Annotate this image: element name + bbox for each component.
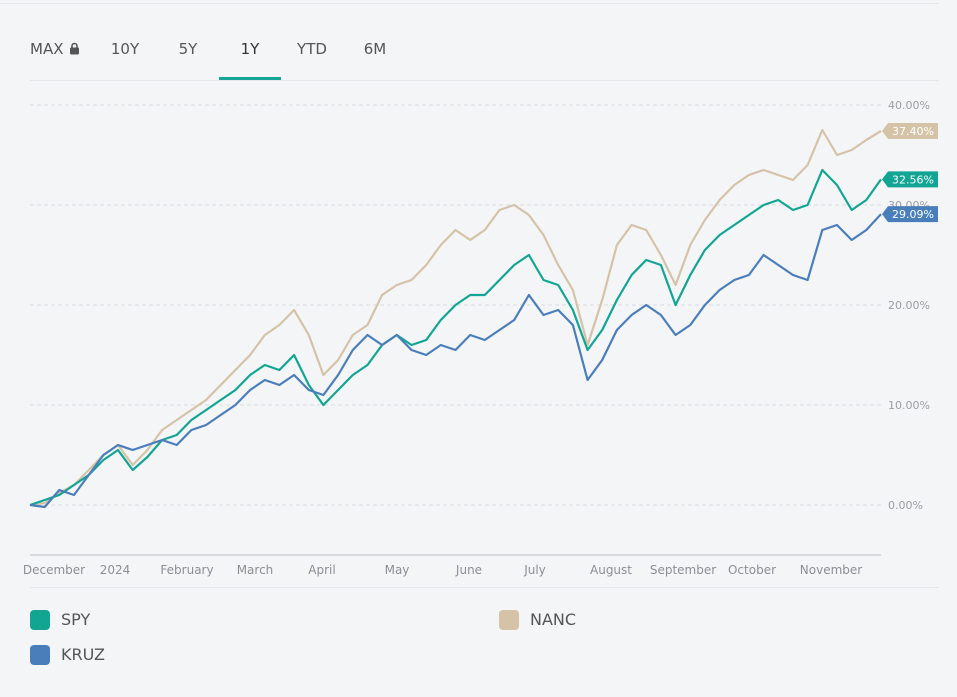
end-tag-spy <box>882 171 938 188</box>
series-line-nanc <box>29 128 882 507</box>
series-line-kruz <box>29 213 882 509</box>
x-tick-label: July <box>523 563 546 577</box>
tab-1y-label: 1Y <box>240 40 260 58</box>
tab-6m[interactable]: 6M <box>357 30 393 80</box>
legend-swatch-spy <box>30 610 50 630</box>
end-tag-label-kruz: 29.09% <box>892 208 934 221</box>
x-tick-label: August <box>590 563 632 577</box>
x-tick-label: 2024 <box>100 563 131 577</box>
tab-6m-label: 6M <box>363 40 387 58</box>
x-tick-label: December <box>23 563 85 577</box>
legend-swatch-nanc <box>499 610 519 630</box>
tab-5y-label: 5Y <box>178 40 198 58</box>
legend-item-nanc[interactable]: NANC <box>499 610 619 632</box>
x-tick-label: February <box>160 563 213 577</box>
legend-item-kruz[interactable]: KRUZ <box>30 645 150 667</box>
x-tick-label: June <box>455 563 482 577</box>
end-tag-nanc <box>882 123 938 139</box>
performance-chart[interactable]: 40.00%30.00%20.00%10.00%0.00%December 202… <box>0 0 957 590</box>
series-line-spy <box>29 168 882 507</box>
tabs-divider <box>30 80 939 81</box>
x-tick-label: May <box>385 563 410 577</box>
tab-max[interactable]: MAX <box>30 30 100 80</box>
end-tag-label-spy: 32.56% <box>892 173 934 186</box>
tab-5y[interactable]: 5Y <box>170 30 206 80</box>
x-tick-label: April <box>308 563 335 577</box>
tab-1y[interactable]: 1Y <box>219 30 281 80</box>
y-tick-label: 20.00% <box>888 299 930 312</box>
legend-divider <box>30 587 939 588</box>
tab-max-label: MAX <box>30 40 64 58</box>
end-tag-kruz <box>882 206 938 223</box>
y-tick-label: 40.00% <box>888 99 930 112</box>
tab-ytd-label: YTD <box>297 40 327 58</box>
x-tick-label: September <box>650 563 716 577</box>
legend-label-kruz: KRUZ <box>61 645 105 664</box>
tab-10y-label: 10Y <box>110 40 140 58</box>
legend-swatch-kruz <box>30 645 50 665</box>
legend-label-spy: SPY <box>61 610 91 629</box>
tab-10y[interactable]: 10Y <box>102 30 148 80</box>
x-tick-label: March <box>237 563 274 577</box>
tab-ytd[interactable]: YTD <box>292 30 332 80</box>
x-tick-label: November <box>800 563 862 577</box>
y-tick-label: 0.00% <box>888 499 923 512</box>
top-divider <box>0 3 939 4</box>
y-tick-label: 10.00% <box>888 399 930 412</box>
lock-icon <box>69 31 80 69</box>
legend-item-spy[interactable]: SPY <box>30 610 150 632</box>
x-tick-label: October <box>728 563 776 577</box>
end-tag-label-nanc: 37.40% <box>892 125 934 138</box>
legend-label-nanc: NANC <box>530 610 577 629</box>
